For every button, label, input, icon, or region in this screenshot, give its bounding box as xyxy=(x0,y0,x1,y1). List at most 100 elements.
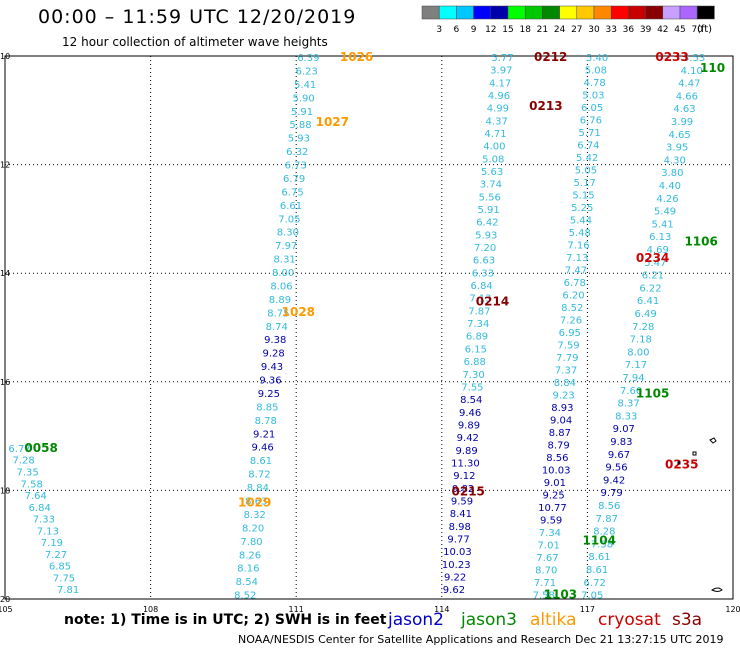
wave-height-value: 8.87 xyxy=(549,428,571,439)
latitude-label: 12 xyxy=(0,161,10,170)
wave-height-value: 10.77 xyxy=(538,503,567,514)
longitude-label: 120 xyxy=(725,605,740,614)
wave-height-value: 7.01 xyxy=(538,541,560,552)
latitude-label: 16 xyxy=(0,378,10,387)
wave-height-value: 7.67 xyxy=(536,553,558,564)
wave-height-value: 8.06 xyxy=(270,281,292,292)
wave-height-value: 5.49 xyxy=(654,207,676,218)
wave-height-value: 7.13 xyxy=(37,526,59,537)
wave-height-value: 6.89 xyxy=(466,332,488,343)
wave-height-value: 6.13 xyxy=(649,232,671,243)
island-outline xyxy=(709,437,717,444)
wave-height-value: 7.94 xyxy=(622,373,644,384)
wave-height-value: 5.40 xyxy=(586,53,608,64)
wave-height-value: 8.84 xyxy=(554,378,576,389)
legend-jason3: jason3 xyxy=(461,610,517,630)
wave-height-value: 4.37 xyxy=(486,116,508,127)
wave-height-value: 7.05 xyxy=(581,591,603,602)
wave-height-value: 6.22 xyxy=(639,283,661,294)
wave-height-value: 4.47 xyxy=(678,79,700,90)
color-scale-ticks: 3 6 9 12 15 18 21 24 27 30 33 36 39 42 45 70 xyxy=(436,25,703,35)
wave-height-value: 8.52 xyxy=(561,303,583,314)
wave-height-value: 4.30 xyxy=(664,155,686,166)
color-scale-tick: 21 xyxy=(537,25,548,35)
wave-height-value: 6.20 xyxy=(562,291,584,302)
wave-height-value: 10.03 xyxy=(542,466,571,477)
color-scale-tick: 27 xyxy=(571,25,582,35)
wave-height-value: 6.88 xyxy=(464,357,486,368)
legend-altika: altika xyxy=(530,610,577,630)
wave-height-value: 6.72 xyxy=(584,578,606,589)
island-outlines xyxy=(677,437,723,592)
wave-height-value: 9.56 xyxy=(605,463,627,474)
longitude-label: 108 xyxy=(143,605,158,614)
pass-label: 0235 xyxy=(665,457,698,471)
wave-height-value: 5.77 xyxy=(491,53,513,64)
wave-height-value: 8.61 xyxy=(586,565,608,576)
track-0233: 5.40 5.084.78 5.036.05 6.765.71 6.745.42 5.05… xyxy=(533,53,609,602)
wave-height-value: 7.97 xyxy=(275,241,297,252)
wave-height-value: 3.97 xyxy=(490,66,512,77)
color-scale-tick: 9 xyxy=(471,25,477,35)
pass-label: 0214 xyxy=(476,294,509,308)
island-outline xyxy=(677,461,681,465)
wave-height-value: 9.01 xyxy=(544,478,566,489)
wave-height-value: 3.53 xyxy=(683,53,705,64)
wave-height-value: 3.95 xyxy=(666,143,688,154)
wave-height-value: 9.59 xyxy=(451,496,473,507)
wave-height-value: 7.16 xyxy=(567,241,589,252)
wave-height-value: 6.42 xyxy=(476,218,498,229)
latitude-label: 10 xyxy=(0,52,10,61)
pass-label: 0212 xyxy=(534,50,567,64)
wave-height-value: 8.61 xyxy=(250,456,272,467)
wave-height-value: 6.78 xyxy=(564,278,586,289)
wave-height-value: 4.71 xyxy=(484,129,506,140)
wave-height-value: 8.74 xyxy=(266,322,288,333)
wave-height-value: 7.28 xyxy=(12,456,34,467)
wave-height-value: 8.85 xyxy=(256,402,278,413)
wave-height-value: 5.44 xyxy=(570,216,592,227)
wave-height-value: 4.40 xyxy=(659,181,681,192)
page-title: 00:00 – 11:59 UTC 12/20/2019 xyxy=(38,6,357,28)
wave-height-value: 4.99 xyxy=(487,104,509,115)
pass-label: 0215 xyxy=(452,484,485,498)
wave-height-value: 7.30 xyxy=(462,370,484,381)
wave-height-value: 7.37 xyxy=(555,366,577,377)
wave-height-value: 5.71 xyxy=(579,128,601,139)
wave-height-value: 7.79 xyxy=(556,353,578,364)
wave-height-value: 7.71 xyxy=(534,578,556,589)
wave-height-value: 9.79 xyxy=(601,488,623,499)
wave-height-value: 9.12 xyxy=(453,471,475,482)
wave-height-value: 7.59 xyxy=(557,341,579,352)
wave-height-value: 8.00 xyxy=(272,268,294,279)
wave-height-value: 7.13 xyxy=(469,294,491,305)
wave-height-value: 8.79 xyxy=(547,441,569,452)
longitude-label: 111 xyxy=(289,605,304,614)
wave-height-value: 8.75 xyxy=(267,308,289,319)
longitude-label: 105 xyxy=(0,605,13,614)
wave-height-value: 8.37 xyxy=(618,399,640,410)
color-scale-bar: 3 6 9 12 15 18 21 24 27 30 33 36 39 42 45 70 (ft) xyxy=(421,5,715,35)
wave-height-value: 9.04 xyxy=(550,416,572,427)
wave-height-value: 5.03 xyxy=(582,91,604,102)
wave-height-value: 6.61 xyxy=(280,201,302,212)
wave-height-value: 5.17 xyxy=(574,178,596,189)
wave-height-value: 7.81 xyxy=(57,585,79,596)
wave-height-value: 9.82 xyxy=(452,484,474,495)
wave-height-value: 8.33 xyxy=(615,411,637,422)
pass-label: 0058 xyxy=(24,441,57,455)
pass-label: 0233 xyxy=(655,50,688,64)
wave-height-value: 10.23 xyxy=(442,560,471,571)
wave-height-value: 6.63 xyxy=(473,256,495,267)
wave-height-value: 8.70 xyxy=(535,566,557,577)
page-subtitle: 12 hour collection of altimeter wave hei… xyxy=(62,35,328,49)
wave-height-value: 6.84 xyxy=(471,281,493,292)
legend-cryosat: cryosat xyxy=(598,610,661,630)
wave-height-value: 8.20 xyxy=(242,523,264,534)
wave-height-value: 7.34 xyxy=(539,528,561,539)
color-scale-tick: 42 xyxy=(657,25,668,35)
wave-height-value: 7.05 xyxy=(278,214,300,225)
wave-height-value: 7.87 xyxy=(468,306,490,317)
wave-height-value: 5.42 xyxy=(576,153,598,164)
